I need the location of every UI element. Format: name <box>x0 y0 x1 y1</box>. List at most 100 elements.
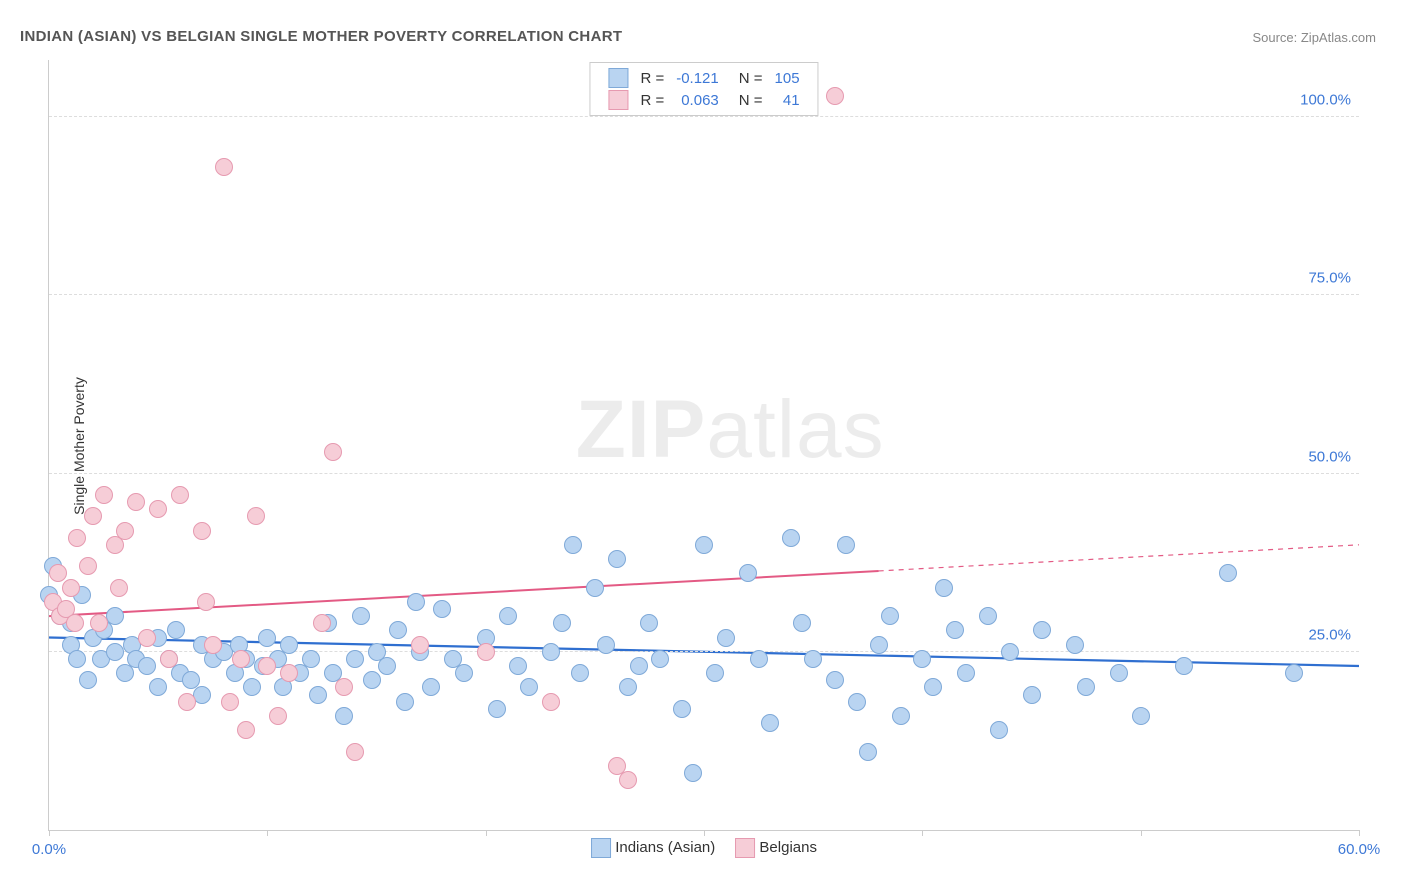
data-point <box>407 593 425 611</box>
legend-item: Indians (Asian) <box>591 838 715 858</box>
data-point <box>826 87 844 105</box>
y-tick-label: 75.0% <box>1308 270 1351 287</box>
x-tick <box>1141 830 1142 836</box>
data-point <box>488 700 506 718</box>
x-tick <box>1359 830 1360 836</box>
data-point <box>247 507 265 525</box>
data-point <box>221 693 239 711</box>
data-point <box>95 486 113 504</box>
data-point <box>68 529 86 547</box>
data-point <box>739 564 757 582</box>
data-point <box>79 557 97 575</box>
chart-title: INDIAN (ASIAN) VS BELGIAN SINGLE MOTHER … <box>20 28 622 45</box>
data-point <box>673 700 691 718</box>
data-point <box>280 636 298 654</box>
data-point <box>68 650 86 668</box>
data-point <box>455 664 473 682</box>
data-point <box>913 650 931 668</box>
x-tick <box>922 830 923 836</box>
data-point <box>509 657 527 675</box>
data-point <box>990 721 1008 739</box>
data-point <box>826 671 844 689</box>
data-point <box>138 629 156 647</box>
data-point <box>237 721 255 739</box>
data-point <box>761 714 779 732</box>
legend-item: Belgians <box>735 838 817 858</box>
data-point <box>640 614 658 632</box>
data-point <box>1077 678 1095 696</box>
data-point <box>324 443 342 461</box>
x-tick <box>486 830 487 836</box>
data-point <box>1110 664 1128 682</box>
y-tick-label: 50.0% <box>1308 448 1351 465</box>
data-point <box>66 614 84 632</box>
data-point <box>695 536 713 554</box>
data-point <box>258 657 276 675</box>
data-point <box>586 579 604 597</box>
x-tick-label: 0.0% <box>32 841 66 858</box>
data-point <box>90 614 108 632</box>
data-point <box>717 629 735 647</box>
data-point <box>859 743 877 761</box>
data-point <box>870 636 888 654</box>
data-point <box>171 486 189 504</box>
data-point <box>619 678 637 696</box>
data-point <box>149 678 167 696</box>
data-point <box>1285 664 1303 682</box>
watermark: ZIPatlas <box>576 383 885 477</box>
data-point <box>396 693 414 711</box>
data-point <box>935 579 953 597</box>
data-point <box>110 579 128 597</box>
data-point <box>178 693 196 711</box>
data-point <box>957 664 975 682</box>
y-tick-label: 25.0% <box>1308 626 1351 643</box>
data-point <box>378 657 396 675</box>
x-tick <box>267 830 268 836</box>
data-point <box>62 579 80 597</box>
data-point <box>232 650 250 668</box>
data-point <box>542 643 560 661</box>
x-tick-label: 60.0% <box>1338 841 1381 858</box>
data-point <box>1066 636 1084 654</box>
series-legend: Indians (Asian) Belgians <box>581 838 827 858</box>
data-point <box>1132 707 1150 725</box>
data-point <box>1001 643 1019 661</box>
data-point <box>881 607 899 625</box>
data-point <box>1175 657 1193 675</box>
data-point <box>269 707 287 725</box>
data-point <box>352 607 370 625</box>
data-point <box>49 564 67 582</box>
data-point <box>597 636 615 654</box>
data-point <box>684 764 702 782</box>
data-point <box>433 600 451 618</box>
data-point <box>1219 564 1237 582</box>
data-point <box>477 643 495 661</box>
data-point <box>1023 686 1041 704</box>
data-point <box>106 643 124 661</box>
correlation-legend: R =-0.121N =105R =0.063N =41 <box>589 62 818 116</box>
data-point <box>204 636 222 654</box>
scatter-plot-area: ZIPatlas R =-0.121N =105R =0.063N =41 In… <box>48 60 1359 831</box>
data-point <box>215 158 233 176</box>
data-point <box>892 707 910 725</box>
data-point <box>84 507 102 525</box>
data-point <box>804 650 822 668</box>
gridline <box>49 116 1359 117</box>
data-point <box>793 614 811 632</box>
trend-lines <box>49 60 1359 830</box>
data-point <box>335 678 353 696</box>
data-point <box>258 629 276 647</box>
y-tick-label: 100.0% <box>1300 92 1351 109</box>
x-tick <box>704 830 705 836</box>
data-point <box>564 536 582 554</box>
data-point <box>571 664 589 682</box>
data-point <box>499 607 517 625</box>
data-point <box>422 678 440 696</box>
data-point <box>542 693 560 711</box>
data-point <box>127 493 145 511</box>
data-point <box>608 550 626 568</box>
data-point <box>1033 621 1051 639</box>
data-point <box>750 650 768 668</box>
data-point <box>363 671 381 689</box>
data-point <box>630 657 648 675</box>
